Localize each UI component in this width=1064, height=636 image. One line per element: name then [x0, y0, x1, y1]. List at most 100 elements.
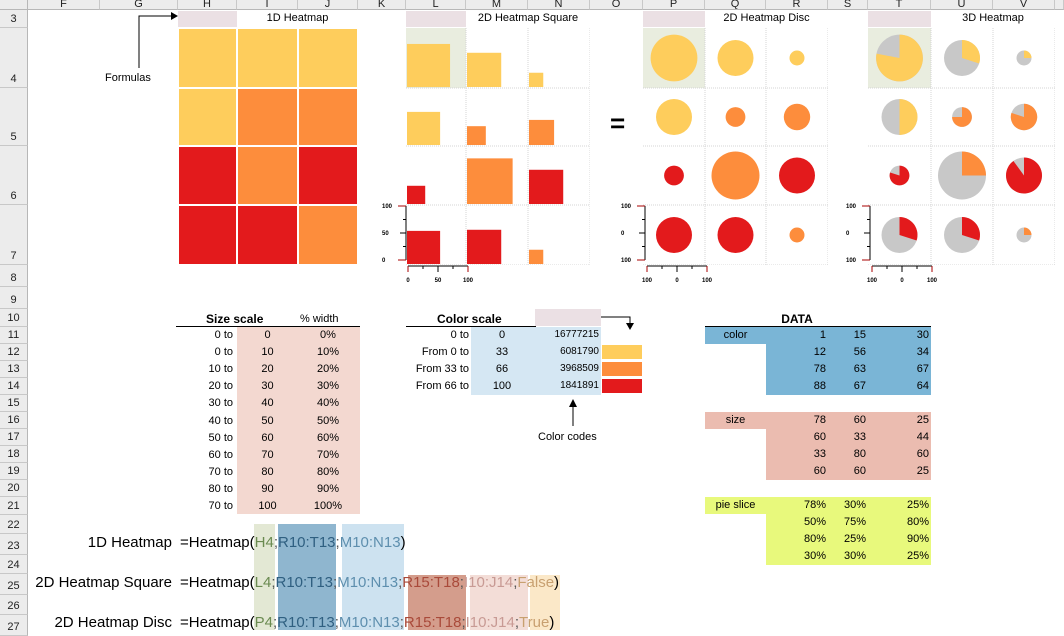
- pie-slice: [876, 34, 923, 82]
- formula-cell-p3[interactable]: [643, 11, 705, 27]
- formula-argument: M10:N13: [337, 574, 399, 591]
- x-tick-label: 0: [900, 278, 904, 284]
- heatmap-square: [529, 72, 544, 87]
- color-scale-header-cell[interactable]: [535, 309, 601, 326]
- row-header-20[interactable]: 20: [0, 480, 28, 497]
- size-value: 25: [916, 465, 929, 477]
- pie-value: 78%: [803, 499, 826, 511]
- row-header-19[interactable]: 19: [0, 463, 28, 480]
- formula-argument: ;: [334, 614, 339, 631]
- size-scale-value: 0: [264, 329, 271, 341]
- column-header-v[interactable]: V: [993, 0, 1055, 10]
- pie-slice: [962, 151, 986, 176]
- row-header-16[interactable]: 16: [0, 412, 28, 429]
- heatmap-1d-cell: [179, 206, 236, 264]
- formula-argument: ;: [271, 574, 276, 591]
- row-header-10[interactable]: 10: [0, 309, 28, 327]
- color-scale-fill: [471, 327, 601, 395]
- row-header-26[interactable]: 26: [0, 595, 28, 615]
- column-header-m[interactable]: M: [466, 0, 528, 10]
- size-value: 60: [813, 431, 826, 443]
- row-header-8[interactable]: 8: [0, 265, 28, 287]
- formula-argument: R15:T18: [402, 574, 460, 591]
- row-header-15[interactable]: 15: [0, 395, 28, 412]
- heatmap-1d-cell: [179, 89, 236, 145]
- formula-cell-t3[interactable]: [868, 11, 931, 27]
- column-header-g[interactable]: G: [100, 0, 178, 10]
- row-header-25[interactable]: 25: [0, 574, 28, 595]
- size-scale-pct: 30%: [316, 380, 340, 393]
- column-header-q[interactable]: Q: [705, 0, 766, 10]
- size-scale-from: 10 to: [208, 363, 233, 376]
- formula-text[interactable]: =Heatmap(P4;R10:T13;M10:N13;R15:T18;I10:…: [180, 614, 554, 631]
- row-header-22[interactable]: 22: [0, 515, 28, 534]
- formula-text[interactable]: =Heatmap(H4;R10:T13;M10:N13): [180, 534, 406, 551]
- size-scale-pct: 70%: [316, 448, 340, 461]
- heatmap-square: [529, 119, 555, 145]
- formula-prefix: =Heatmap(: [180, 574, 255, 591]
- formula-argument: True: [519, 614, 550, 631]
- column-header-k[interactable]: K: [358, 0, 406, 10]
- size-value: 60: [853, 414, 866, 426]
- column-header-h[interactable]: H: [178, 0, 237, 10]
- row-header-23[interactable]: 23: [0, 534, 28, 555]
- row-header-14[interactable]: 14: [0, 378, 28, 395]
- row-header-5[interactable]: 5: [0, 88, 28, 146]
- column-header-next[interactable]: [1055, 0, 1064, 10]
- size-scale-value: 50: [261, 414, 274, 427]
- formula-text[interactable]: =Heatmap(L4;R10:T13;M10:N13;R15:T18;I10:…: [180, 574, 559, 591]
- heatmap-square: [467, 52, 502, 87]
- pie-slice: [1010, 103, 1038, 131]
- row-header-9[interactable]: 9: [0, 287, 28, 309]
- size-value: 25: [916, 414, 929, 426]
- heatmap-square: [467, 126, 486, 145]
- column-header-u[interactable]: U: [931, 0, 993, 10]
- column-header-t[interactable]: T: [868, 0, 931, 10]
- row-header-12[interactable]: 12: [0, 344, 28, 361]
- heatmap-1d-cell: [299, 29, 357, 87]
- formula-argument: ;: [399, 614, 404, 631]
- column-header-n[interactable]: N: [528, 0, 590, 10]
- formula-argument: ;: [459, 574, 464, 591]
- column-header-l[interactable]: L: [406, 0, 466, 10]
- pie-slice: [1006, 157, 1042, 194]
- row-header-17[interactable]: 17: [0, 429, 28, 446]
- row-header-7[interactable]: 7: [0, 205, 28, 265]
- select-all-corner[interactable]: [0, 0, 28, 10]
- row-header-11[interactable]: 11: [0, 327, 28, 344]
- heatmap-2d-disc: [643, 28, 828, 265]
- heatmap-1d-cell: [299, 89, 357, 145]
- formula-cell-l3[interactable]: [406, 11, 466, 27]
- size-label-fill: [705, 412, 766, 429]
- heatmap-disc: [664, 165, 684, 186]
- column-header-i[interactable]: I: [237, 0, 298, 10]
- y-tick-label: 100: [846, 204, 857, 210]
- column-header-f[interactable]: F: [28, 0, 100, 10]
- formula-cell-h3[interactable]: [178, 11, 237, 27]
- equals-sign: =: [610, 108, 626, 138]
- row-header-24[interactable]: 24: [0, 555, 28, 574]
- size-scale-value: 40: [261, 397, 274, 410]
- column-header-s[interactable]: S: [828, 0, 868, 10]
- column-header-o[interactable]: O: [590, 0, 643, 10]
- row-header-21[interactable]: 21: [0, 497, 28, 515]
- row-header-3[interactable]: 3: [0, 10, 28, 28]
- size-scale-pct: 60%: [316, 431, 340, 444]
- row-header-13[interactable]: 13: [0, 361, 28, 378]
- size-scale-from: 30 to: [208, 397, 233, 410]
- size-label: size: [725, 414, 746, 426]
- heatmap-1d-cell: [179, 147, 236, 204]
- y-tick-label: 100: [621, 258, 632, 264]
- column-header-j[interactable]: J: [298, 0, 358, 10]
- pie-slice: [962, 217, 980, 241]
- row-header-18[interactable]: 18: [0, 446, 28, 463]
- column-header-p[interactable]: P: [643, 0, 705, 10]
- column-header-r[interactable]: R: [766, 0, 828, 10]
- size-scale-from: 0 to: [214, 346, 233, 359]
- row-header-4[interactable]: 4: [0, 28, 28, 88]
- pie-value: 30%: [843, 550, 866, 562]
- row-header-6[interactable]: 6: [0, 146, 28, 205]
- color-label: color: [723, 329, 748, 341]
- x-tick-label: 100: [702, 278, 713, 284]
- formula-label: 1D Heatmap: [87, 534, 172, 551]
